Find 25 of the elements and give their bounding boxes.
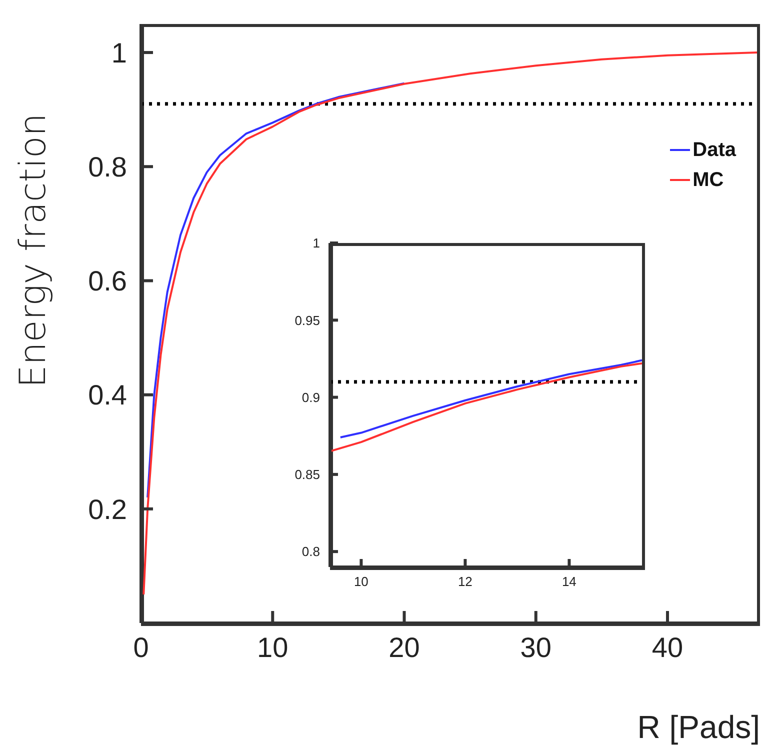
y-axis-title: Energy fraction <box>12 112 54 388</box>
y-tick-label: 0.85 <box>294 467 320 482</box>
x-tick-label: 30 <box>520 632 552 663</box>
y-tick-label: 0.2 <box>88 494 127 525</box>
x-tick-label: 12 <box>458 574 472 590</box>
line-series <box>146 82 406 498</box>
line-series <box>339 359 642 438</box>
x-tick-label: 14 <box>562 574 576 590</box>
y-tick-label: 0.9 <box>302 390 320 405</box>
x-tick-label: 40 <box>652 632 684 663</box>
y-tick-label: 1 <box>312 236 320 251</box>
x-axis-title: R [Pads] <box>637 709 760 746</box>
x-tick-label: 0 <box>133 632 149 663</box>
y-tick-label: 0.4 <box>88 380 127 411</box>
legend-label: Data <box>692 138 736 162</box>
y-tick-label: 0.8 <box>302 544 320 560</box>
y-tick-label: 0.6 <box>88 266 127 297</box>
legend-label: MC <box>692 168 724 192</box>
line-series <box>330 362 642 452</box>
x-tick-label: 10 <box>257 632 288 663</box>
y-tick-label: 1 <box>111 37 127 68</box>
y-tick-label: 0.95 <box>294 312 320 328</box>
x-tick-label: 20 <box>388 632 420 663</box>
x-tick-label: 10 <box>354 574 368 590</box>
y-tick-label: 0.8 <box>88 152 127 183</box>
